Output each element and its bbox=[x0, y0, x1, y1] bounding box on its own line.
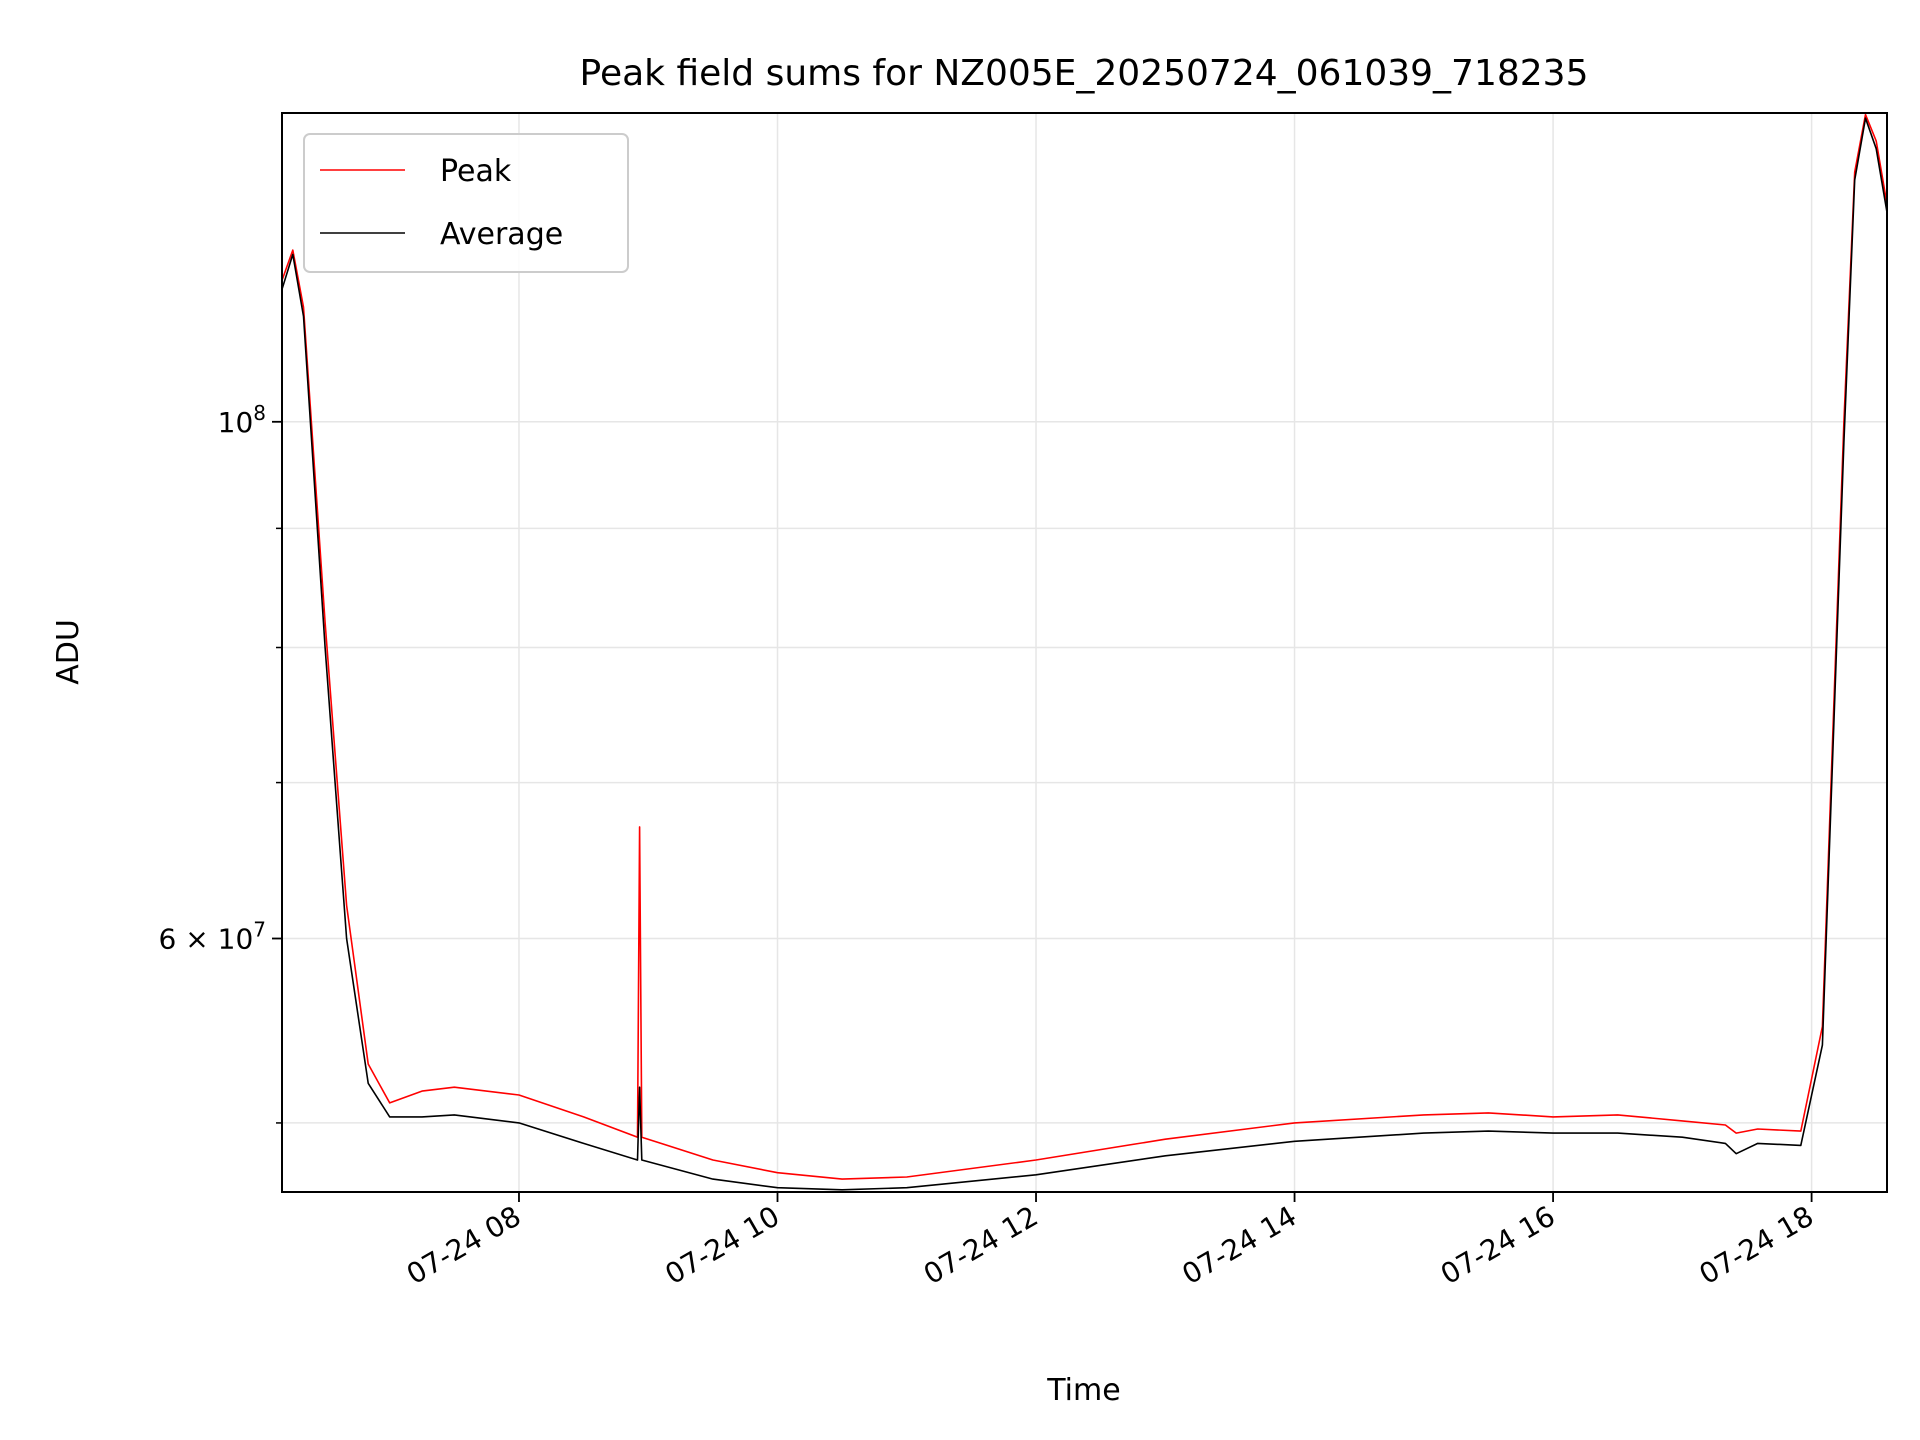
legend-label-peak: Peak bbox=[440, 154, 512, 189]
series-line-average bbox=[281, 117, 1888, 1191]
chart-title: Peak field sums for NZ005E_20250724_0610… bbox=[580, 53, 1589, 94]
y-tick-label-base: 10 bbox=[218, 406, 254, 439]
plot-frame bbox=[281, 112, 1888, 1193]
y-tick-label: 6 × 107 bbox=[159, 918, 266, 956]
y-tick-label-base: 10 bbox=[218, 923, 254, 956]
series-line-peak bbox=[281, 113, 1888, 1180]
legend-box bbox=[303, 133, 629, 273]
x-axis-label: Time bbox=[1046, 1373, 1120, 1408]
y-tick-label: 108 bbox=[218, 401, 266, 439]
grid bbox=[282, 113, 1887, 1192]
y-tick-label-prefix: 6 × bbox=[159, 923, 218, 956]
y-tick-label-exponent: 7 bbox=[253, 918, 266, 942]
y-tick-label-exponent: 8 bbox=[253, 401, 266, 425]
series-group bbox=[281, 113, 1888, 1191]
legend: Peak Average bbox=[303, 133, 629, 273]
legend-label-average: Average bbox=[440, 217, 563, 252]
y-axis-label: ADU bbox=[51, 619, 86, 685]
